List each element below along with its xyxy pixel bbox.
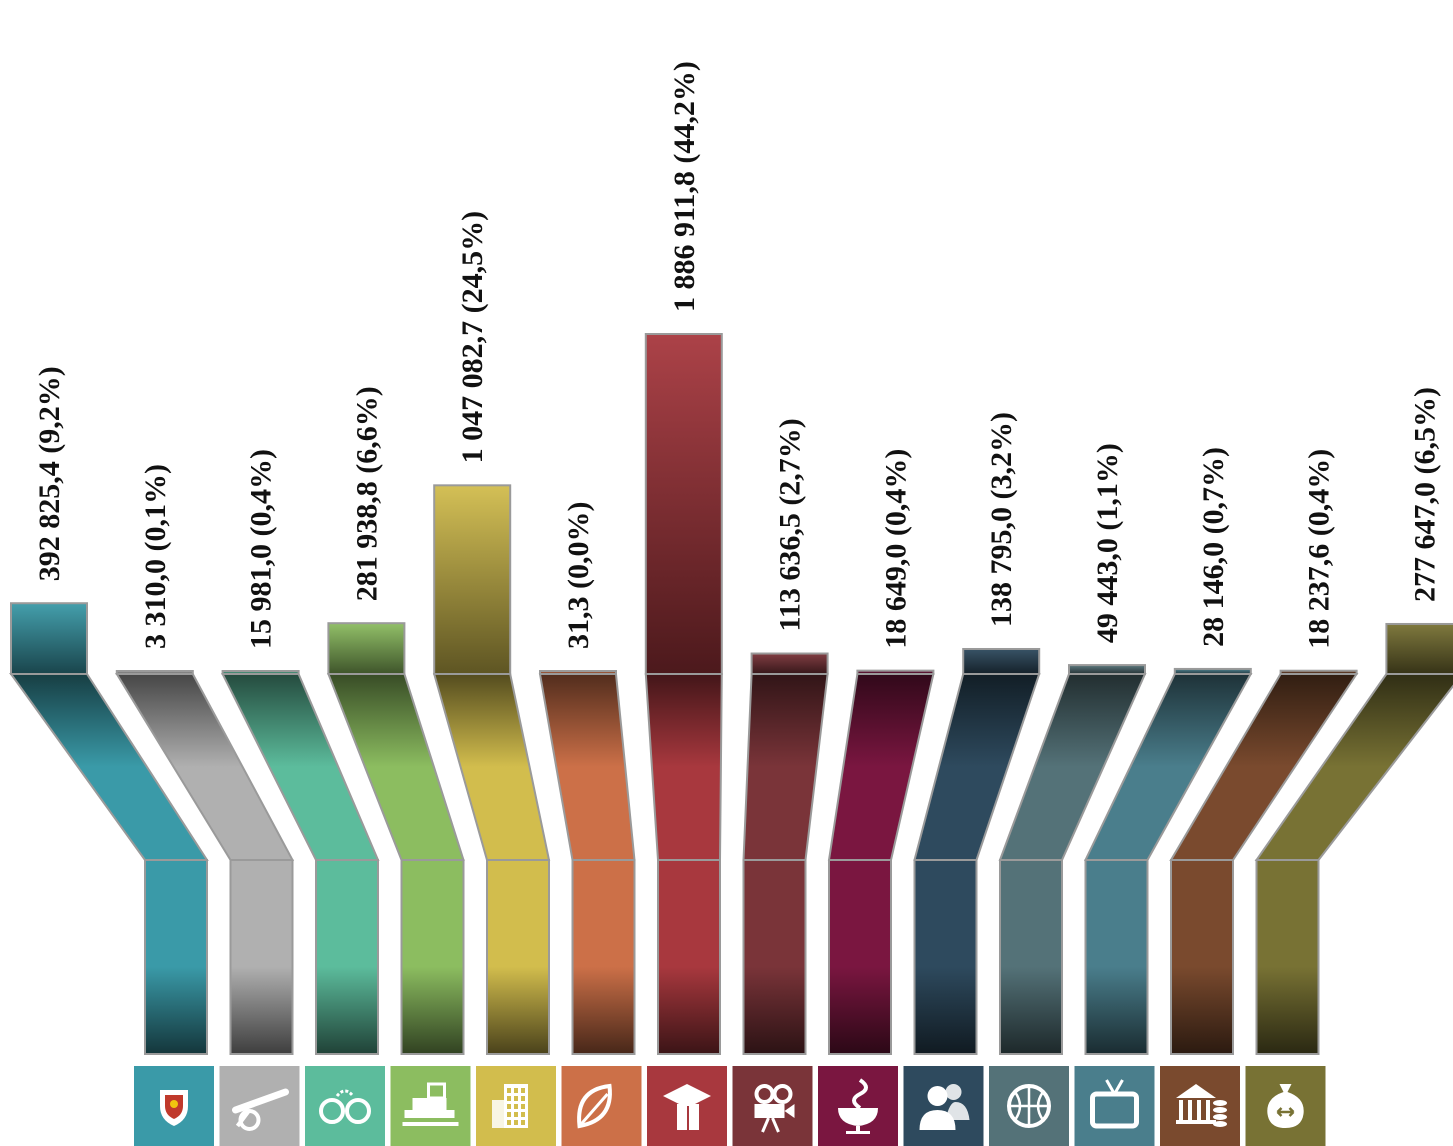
column-stem: [486, 859, 550, 1055]
film-camera-icon: [732, 1066, 813, 1146]
data-label: 28 146,0 (0,7%): [1197, 447, 1230, 647]
bar: [644, 333, 723, 675]
bar: [1279, 669, 1358, 676]
data-label: 281 938,8 (6,6%): [350, 386, 383, 601]
bar: [433, 484, 512, 675]
data-label-layer: 392 825,4 (9,2%) 3 310,0 (0,1%) 15 981,0 (…: [33, 61, 1441, 649]
column-stem: [144, 859, 208, 1055]
column-stem: [913, 859, 978, 1055]
bar: [10, 602, 88, 676]
bar: [856, 669, 935, 675]
connector-layer: [9, 673, 1453, 1055]
column-stem: [571, 859, 636, 1055]
bar: [539, 670, 617, 675]
tv-icon: [1074, 1066, 1155, 1146]
bar: [1068, 664, 1146, 676]
coat-of-arms-icon: [134, 1066, 214, 1146]
bar: [962, 647, 1041, 675]
column-stem: [1170, 859, 1234, 1055]
bar: [1173, 667, 1252, 675]
connector-band: [827, 673, 935, 861]
handcuffs-icon: [305, 1066, 385, 1146]
data-label: 15 981,0 (0,4%): [245, 449, 278, 649]
column-stem: [657, 859, 721, 1055]
building-icon: [476, 1066, 556, 1146]
column-stem: [400, 859, 465, 1055]
connector-band: [538, 673, 636, 861]
bar: [1385, 622, 1453, 676]
bar: [750, 652, 829, 675]
data-label: 277 647,0 (6,5%): [1408, 387, 1441, 602]
data-label: 392 825,4 (9,2%): [33, 366, 66, 581]
column-stem: [229, 859, 294, 1055]
connector-band: [644, 673, 723, 861]
bar: [327, 622, 406, 675]
ball-icon: [989, 1066, 1069, 1146]
column-stem: [315, 859, 379, 1055]
data-label: 49 443,0 (1,1%): [1091, 443, 1124, 643]
bank-coins-icon: [1160, 1066, 1240, 1146]
bar: [221, 670, 300, 675]
data-label: 1 047 082,7 (24,5%): [456, 211, 489, 463]
bar: [115, 670, 194, 675]
icon-layer: [134, 1066, 1326, 1146]
column-stem: [828, 859, 892, 1055]
data-label: 138 795,0 (3,2%): [985, 412, 1018, 627]
data-label: 18 649,0 (0,4%): [879, 449, 912, 649]
money-bag-icon: [1245, 1066, 1326, 1146]
data-label: 113 636,5 (2,7%): [774, 418, 807, 631]
data-label: 3 310,0 (0,1%): [139, 464, 172, 649]
leaf-icon: [561, 1066, 642, 1146]
tractor-icon: [390, 1066, 471, 1146]
medicine-bowl-icon: [818, 1066, 898, 1146]
column-stem: [999, 859, 1063, 1055]
column-stem: [742, 859, 807, 1055]
data-label: 31,3 (0,0%): [562, 502, 595, 649]
people-icon: [903, 1066, 984, 1146]
bar-layer: [10, 333, 1453, 676]
cannon-icon: [219, 1066, 300, 1146]
column-stem: [1084, 859, 1149, 1055]
connector-band: [742, 673, 829, 861]
graduation-book-icon: [647, 1066, 727, 1146]
column-stem: [1255, 859, 1320, 1055]
data-label: 1 886 911,8 (44,2%): [668, 61, 701, 312]
data-label: 18 237,6 (0,4%): [1303, 449, 1336, 649]
